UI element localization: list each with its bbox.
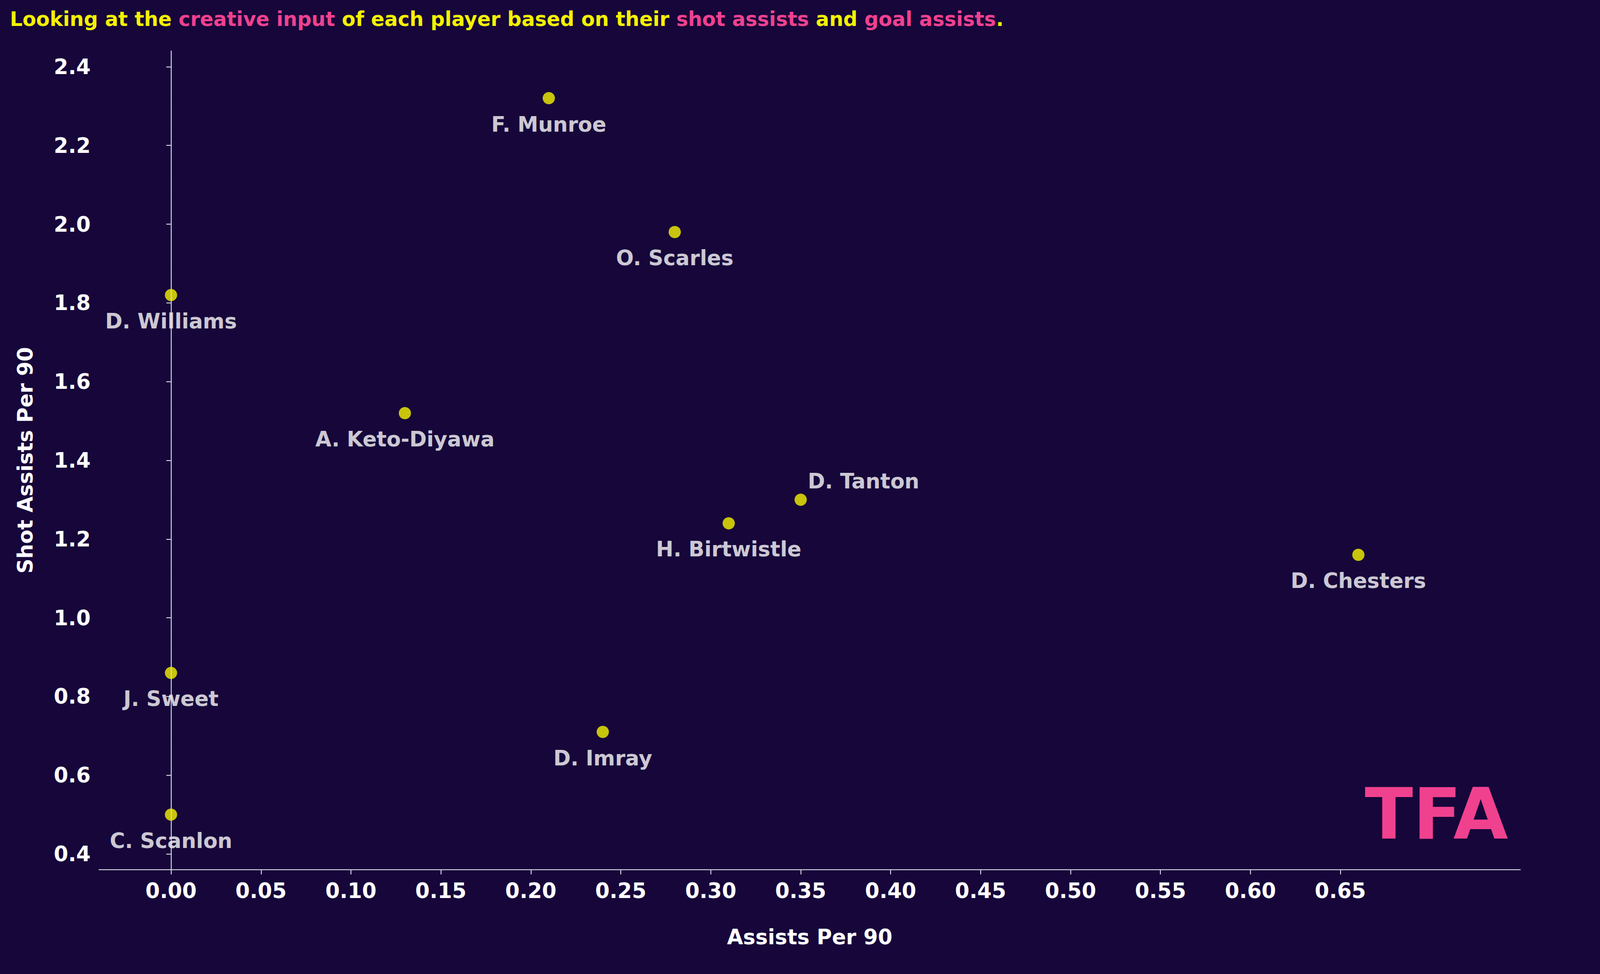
- svg-text:O. Scarles: O. Scarles: [616, 245, 734, 270]
- svg-text:0.60: 0.60: [1225, 878, 1277, 903]
- svg-text:0.4: 0.4: [53, 841, 91, 866]
- svg-text:0.05: 0.05: [235, 878, 287, 903]
- svg-text:J. Sweet: J. Sweet: [122, 686, 219, 711]
- svg-text:2.2: 2.2: [53, 133, 91, 158]
- svg-text:creative input: creative input: [178, 7, 336, 31]
- svg-text:and: and: [808, 7, 865, 31]
- svg-text:0.8: 0.8: [53, 683, 91, 709]
- svg-text:1.2: 1.2: [53, 526, 91, 551]
- svg-text:1.4: 1.4: [53, 448, 91, 473]
- svg-text:2.0: 2.0: [53, 212, 91, 237]
- svg-text:A. Keto-Diyawa: A. Keto-Diyawa: [315, 426, 495, 451]
- svg-text:1.0: 1.0: [53, 605, 91, 630]
- svg-text:1.8: 1.8: [53, 290, 91, 315]
- svg-text:Shot Assists Per 90: Shot Assists Per 90: [13, 346, 38, 574]
- svg-text:0.55: 0.55: [1134, 878, 1187, 903]
- svg-text:0.35: 0.35: [775, 878, 827, 903]
- svg-text:2.4: 2.4: [53, 54, 91, 79]
- svg-text:0.20: 0.20: [505, 878, 557, 903]
- svg-text:C. Scanlon: C. Scanlon: [109, 828, 233, 853]
- svg-text:0.40: 0.40: [865, 878, 917, 903]
- svg-text:TFA: TFA: [1364, 772, 1509, 855]
- svg-text:.: .: [996, 7, 1004, 31]
- svg-text:Assists Per 90: Assists Per 90: [726, 924, 893, 949]
- svg-text:0.25: 0.25: [595, 878, 647, 903]
- svg-text:of each player based on their: of each player based on their: [334, 7, 676, 31]
- svg-text:0.15: 0.15: [415, 878, 467, 903]
- svg-text:1.6: 1.6: [53, 369, 91, 394]
- svg-text:H. Birtwistle: H. Birtwistle: [656, 536, 802, 561]
- svg-text:0.65: 0.65: [1314, 878, 1367, 903]
- svg-text:0.45: 0.45: [955, 878, 1007, 903]
- svg-text:D. Chesters: D. Chesters: [1290, 568, 1426, 593]
- svg-text:D. Tanton: D. Tanton: [807, 468, 920, 493]
- svg-text:F. Munroe: F. Munroe: [491, 112, 607, 137]
- svg-text:D. Williams: D. Williams: [105, 308, 237, 333]
- svg-text:shot assists: shot assists: [676, 7, 809, 31]
- svg-text:0.6: 0.6: [53, 762, 91, 787]
- svg-text:0.10: 0.10: [325, 878, 377, 903]
- svg-text:D. Imray: D. Imray: [553, 745, 653, 770]
- svg-text:0.30: 0.30: [684, 878, 737, 903]
- svg-text:0.00: 0.00: [145, 878, 197, 903]
- svg-text:0.50: 0.50: [1044, 878, 1097, 903]
- svg-text:goal assists: goal assists: [864, 7, 997, 31]
- svg-text:Looking at the: Looking at the: [9, 7, 179, 31]
